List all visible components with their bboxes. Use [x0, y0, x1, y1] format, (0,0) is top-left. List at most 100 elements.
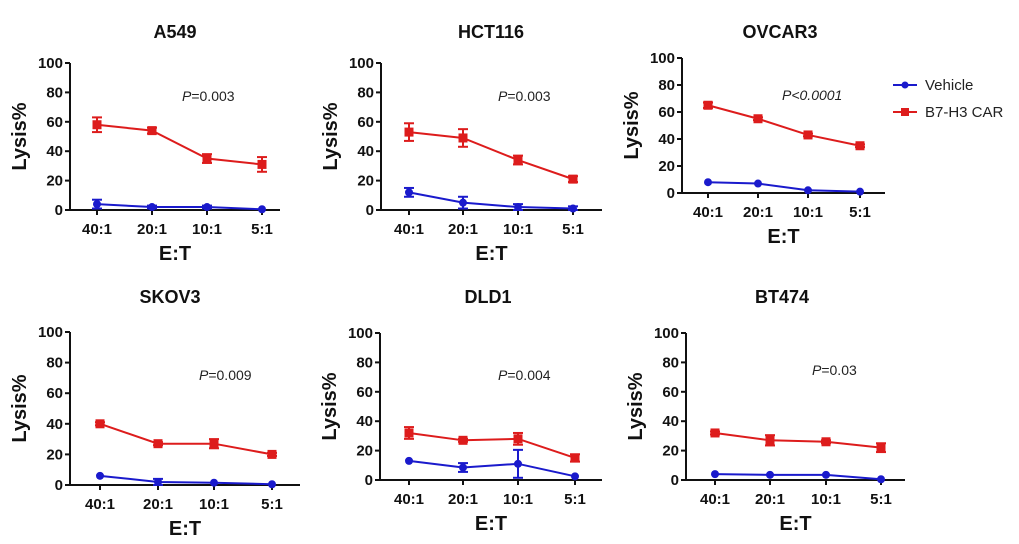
- legend-car-marker: [901, 108, 909, 116]
- data-point: [765, 435, 775, 445]
- series-line: [408, 131, 574, 181]
- data-point: [404, 428, 414, 438]
- p-value-annotation: P=0.009: [199, 367, 252, 383]
- y-tick-label: 60: [662, 384, 679, 401]
- p-value: <0.0001: [791, 87, 842, 103]
- data-point: [209, 439, 219, 449]
- p-value-annotation: P=0.003: [182, 88, 235, 104]
- series-b7-h3-car: [703, 100, 865, 151]
- p-value: =0.009: [208, 367, 251, 383]
- p-value-annotation: P=0.03: [812, 362, 857, 378]
- x-axis-label: E:T: [169, 518, 201, 540]
- y-tick-label: 100: [349, 55, 374, 72]
- data-point: [822, 470, 830, 479]
- x-tick-label: 10:1: [811, 491, 841, 508]
- data-point: [514, 203, 522, 212]
- x-tick-label: 40:1: [85, 496, 115, 513]
- data-point: [148, 203, 156, 212]
- y-tick-label: 0: [366, 202, 374, 219]
- data-point: [855, 141, 865, 151]
- x-tick-label: 10:1: [192, 221, 222, 238]
- data-point: [203, 203, 211, 212]
- y-tick-label: 20: [662, 443, 679, 460]
- series-vehicle: [704, 178, 864, 196]
- p-value-annotation: P=0.004: [498, 367, 551, 383]
- y-axis-label: Lysis%: [625, 372, 647, 440]
- y-tick-label: 20: [46, 446, 63, 463]
- data-point: [569, 204, 577, 213]
- x-tick-label: 40:1: [394, 491, 424, 508]
- data-point: [754, 179, 762, 188]
- panel-title: DLD1: [464, 287, 511, 307]
- y-tick-label: 40: [658, 131, 675, 148]
- data-point: [766, 470, 774, 479]
- y-axis-label: Lysis%: [9, 102, 31, 170]
- x-tick-label: 20:1: [137, 221, 167, 238]
- y-tick-label: 40: [356, 413, 373, 430]
- y-tick-label: 100: [650, 50, 675, 67]
- panel-dld1: DLD1 0 20 40 60 80 100 40:1 20:1 10:1 5:1 E:T Lysis%…: [319, 287, 602, 535]
- x-tick-label: 40:1: [394, 221, 424, 238]
- x-tick-label: 5:1: [261, 496, 283, 513]
- series-b7-h3-car: [95, 419, 277, 459]
- p-value: =0.004: [507, 367, 550, 383]
- x-tick-label: 10:1: [199, 496, 229, 513]
- data-point: [513, 434, 523, 444]
- y-tick-label: 80: [658, 77, 675, 94]
- data-point: [803, 130, 813, 140]
- data-point: [571, 472, 579, 481]
- y-tick-label: 80: [46, 355, 63, 372]
- data-point: [704, 178, 712, 187]
- panel-a549: A549 0 20 40 60 80 100 40:1 20:1 10:1 5:1 E:T Lysis%…: [9, 22, 280, 265]
- y-tick-label: 80: [357, 84, 374, 101]
- y-tick-label: 0: [55, 202, 63, 219]
- x-axis-label: E:T: [159, 243, 191, 265]
- series-b7-h3-car: [404, 426, 580, 463]
- data-point: [856, 187, 864, 196]
- data-point: [568, 174, 578, 184]
- x-tick-label: 40:1: [700, 491, 730, 508]
- p-value-annotation: P<0.0001: [782, 87, 842, 103]
- data-point: [458, 133, 468, 143]
- panel-skov3: SKOV3 0 20 40 60 80 100 40:1 20:1 10:1 5:1 E:T Lysis…: [9, 287, 300, 540]
- x-tick-label: 5:1: [251, 221, 273, 238]
- series-b7-h3-car: [710, 428, 886, 454]
- legend: Vehicle B7-H3 CAR: [893, 77, 1004, 121]
- data-point: [514, 459, 522, 468]
- p-symbol: P: [782, 87, 792, 103]
- legend-item-car: B7-H3 CAR: [893, 104, 1004, 121]
- data-point: [405, 456, 413, 465]
- data-point: [202, 154, 212, 164]
- x-tick-label: 5:1: [564, 491, 586, 508]
- x-tick-label: 10:1: [793, 204, 823, 221]
- p-value-annotation: P=0.003: [498, 88, 551, 104]
- y-tick-label: 80: [46, 84, 63, 101]
- y-tick-label: 0: [667, 185, 675, 202]
- p-symbol: P: [812, 362, 822, 378]
- series-vehicle: [92, 198, 266, 214]
- data-point: [93, 200, 101, 209]
- x-axis-label: E:T: [475, 513, 507, 535]
- y-tick-label: 20: [658, 158, 675, 175]
- series-vehicle: [96, 471, 276, 489]
- x-tick-label: 40:1: [82, 221, 112, 238]
- data-point: [92, 120, 102, 130]
- legend-vehicle-label: Vehicle: [925, 77, 973, 94]
- series-line: [96, 203, 263, 211]
- y-axis-label: Lysis%: [319, 372, 341, 440]
- data-point: [804, 186, 812, 195]
- p-value: =0.003: [191, 88, 234, 104]
- p-value: =0.03: [821, 362, 857, 378]
- data-point: [258, 205, 266, 214]
- x-tick-label: 5:1: [562, 221, 584, 238]
- data-point: [753, 114, 763, 124]
- y-tick-label: 0: [671, 472, 679, 489]
- x-tick-label: 5:1: [870, 491, 892, 508]
- data-point: [210, 478, 218, 487]
- y-tick-label: 80: [662, 354, 679, 371]
- y-tick-label: 40: [46, 416, 63, 433]
- series-b7-h3-car: [92, 116, 267, 173]
- x-tick-label: 20:1: [448, 491, 478, 508]
- data-point: [404, 127, 414, 137]
- y-tick-label: 60: [356, 384, 373, 401]
